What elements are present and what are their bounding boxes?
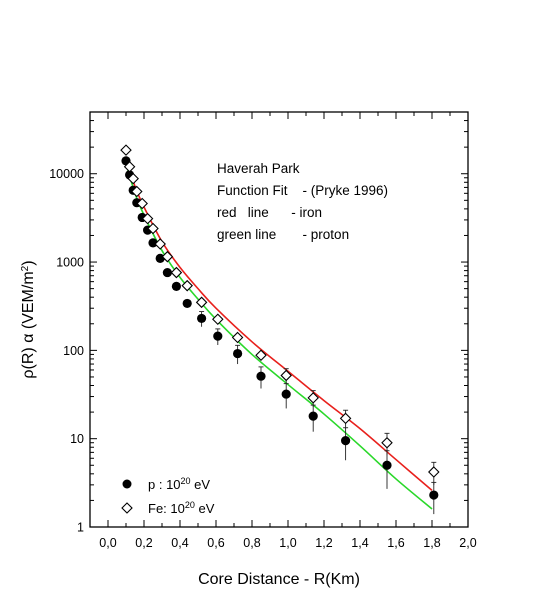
x-tick-labels: 0,0 0,2 0,4 0,6 0,8 1,0 1,2 1,4 1,6 1,8 2,0 xyxy=(99,536,476,550)
iron-data-point xyxy=(181,279,193,292)
plot-frame xyxy=(89,111,469,528)
annotation-line: green line - proton xyxy=(217,227,349,242)
iron-data-point xyxy=(195,296,208,309)
iron-data-point xyxy=(136,197,148,210)
iron-data-point xyxy=(141,212,154,225)
x-tick-label: 1,8 xyxy=(423,536,440,550)
proton-data-point xyxy=(429,490,439,500)
iron-data-point xyxy=(120,144,132,156)
proton-data-point xyxy=(382,460,392,470)
y-tick-labels: 1 10 100 1000 10000 xyxy=(49,167,84,534)
iron-data-point xyxy=(280,369,292,382)
y-axis-title: ρ(R) α (VEM/m2) xyxy=(20,260,38,378)
x-tick-label: 0,4 xyxy=(171,536,188,550)
x-tick-label: 0,0 xyxy=(99,536,116,550)
proton-data-point xyxy=(308,411,318,421)
annotation-block: Haverah Park Function Fit - (Pryke 1996)… xyxy=(217,161,388,242)
iron-data-point xyxy=(161,250,174,263)
annotation-line: Haverah Park xyxy=(217,161,300,176)
proton-data-point xyxy=(148,238,158,248)
legend: p : 1020 eV Fe: 1020 eV xyxy=(121,476,215,516)
y-tick-label: 1000 xyxy=(56,256,84,270)
iron-data-point xyxy=(428,466,440,478)
y-tick-label: 1 xyxy=(77,521,84,535)
proton-data-point xyxy=(171,281,181,291)
iron-data-point xyxy=(170,266,183,279)
x-tick-label: 1,0 xyxy=(279,536,296,550)
x-tick-label: 0,2 xyxy=(135,536,152,550)
iron-data-point xyxy=(381,436,393,449)
iron-data-point xyxy=(212,313,224,326)
x-tick-label: 2,0 xyxy=(459,536,476,550)
x-tick-label: 1,4 xyxy=(351,536,368,550)
x-tick-label: 0,8 xyxy=(243,536,260,550)
iron-data-point xyxy=(255,349,267,362)
x-tick-label: 0,6 xyxy=(207,536,224,550)
iron-data-point xyxy=(231,331,244,344)
iron-data-point xyxy=(131,185,143,198)
proton-data-point xyxy=(197,313,207,324)
iron-data-point xyxy=(154,238,166,250)
legend-marker-iron xyxy=(121,502,133,514)
annotation-line: Function Fit - (Pryke 1996) xyxy=(217,183,388,198)
iron-data-point xyxy=(127,172,139,185)
proton-data-point xyxy=(182,298,192,309)
y-tick-label: 100 xyxy=(63,344,84,358)
iron-data-point xyxy=(147,222,159,235)
legend-label-proton: p : 1020 eV xyxy=(148,476,210,492)
x-axis-title: Core Distance - R(Km) xyxy=(198,571,360,588)
annotation-line: red line - iron xyxy=(217,205,322,220)
y-tick-label: 10 xyxy=(70,432,84,446)
iron-data-point xyxy=(339,412,352,425)
iron-data-point xyxy=(123,160,136,173)
proton-data-point xyxy=(341,436,351,446)
legend-label-iron: Fe: 1020 eV xyxy=(148,500,215,516)
x-tick-label: 1,2 xyxy=(315,536,332,550)
proton-data-point xyxy=(213,331,223,341)
proton-data-point xyxy=(281,389,291,399)
axis-ticks xyxy=(89,111,469,528)
legend-marker-proton xyxy=(122,479,132,489)
proton-data-point xyxy=(162,267,172,278)
data-points xyxy=(120,144,440,500)
proton-data-point xyxy=(256,371,266,381)
x-tick-label: 1,6 xyxy=(387,536,404,550)
proton-data-point xyxy=(233,348,243,359)
iron-data-point xyxy=(307,392,319,404)
y-tick-label: 10000 xyxy=(49,167,84,181)
